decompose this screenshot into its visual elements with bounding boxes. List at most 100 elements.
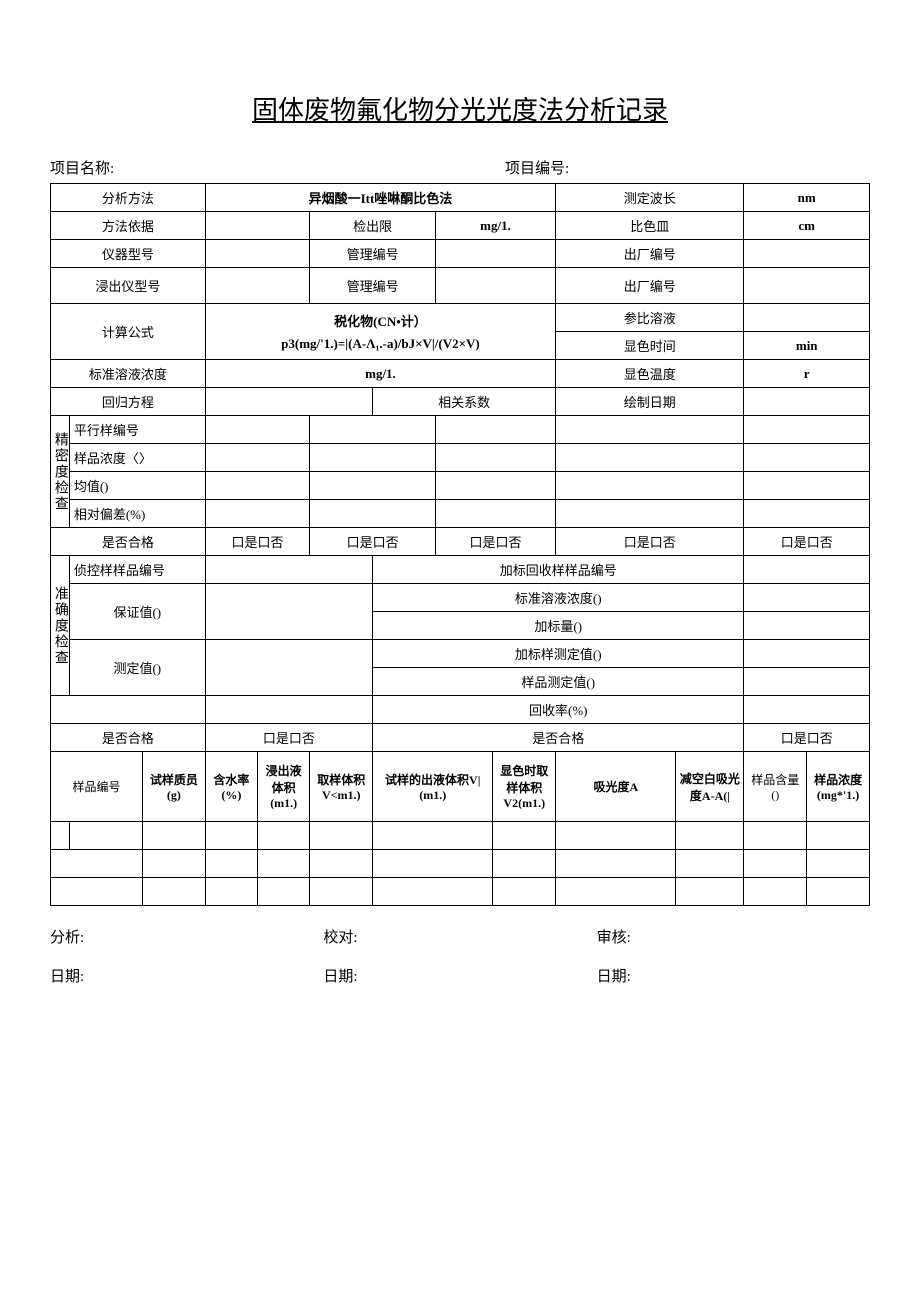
cell: [744, 850, 807, 878]
label-recovery: 回收率(%): [373, 696, 744, 724]
hdr-sample-no: 样品编号: [51, 752, 143, 822]
cell: [51, 850, 143, 878]
cell: [205, 268, 310, 304]
label-mean: 均值(): [69, 472, 205, 500]
cell: [205, 822, 257, 850]
cell: [744, 878, 807, 906]
cell: [373, 822, 493, 850]
page-title: 固体废物氟化物分光光度法分析记录: [50, 90, 870, 127]
label-wavelength: 测定波长: [556, 184, 744, 212]
cell: [493, 850, 556, 878]
footer-date3: 日期:: [597, 965, 870, 986]
main-table: 分析方法 异烟酸一Itt唑啉酮比色法 测定波长 nm 方法依据 检出限 mg/1…: [50, 183, 870, 906]
hdr-minus-blank: 减空白吸光度A-A(|: [676, 752, 744, 822]
hdr-sample-conc: 样品浓度(mg*'1.): [807, 752, 870, 822]
label-control-no: 侦控样样品编号: [69, 556, 205, 584]
cell: [676, 878, 744, 906]
label-parallel-no: 平行样编号: [69, 416, 205, 444]
cell: [435, 444, 555, 472]
cell: [744, 472, 870, 500]
cell: [205, 584, 372, 640]
hdr-absorbance: 吸光度A: [556, 752, 676, 822]
yesno-4: 口是口否: [556, 528, 744, 556]
label-instrument-model: 仪器型号: [51, 240, 206, 268]
cell: [310, 416, 436, 444]
cell: [744, 500, 870, 528]
label-pass: 是否合格: [51, 528, 206, 556]
cell: [205, 416, 310, 444]
cell: [205, 388, 372, 416]
cell: [258, 878, 310, 906]
cell: [435, 416, 555, 444]
cell: [676, 850, 744, 878]
cell: [143, 878, 206, 906]
cell: [807, 850, 870, 878]
cell: [310, 850, 373, 878]
project-no-label: 项目编号:: [415, 157, 870, 178]
yesno-5: 口是口否: [744, 528, 870, 556]
cell: [744, 268, 870, 304]
cell: [205, 444, 310, 472]
value-formula: 税化物(CN•计） p3(mg/'1.)=|(A-Λ₁.-a)/bJ×V|/(V…: [205, 304, 555, 360]
label-ref-solution: 参比溶液: [556, 304, 744, 332]
label-spike-no: 加标回收样样品编号: [373, 556, 744, 584]
cell: [744, 556, 870, 584]
table-row: [51, 822, 870, 850]
table-row: [51, 850, 870, 878]
hdr-sample-mass: 试样质员(g): [143, 752, 206, 822]
cell: [205, 878, 257, 906]
footer-review: 审核:: [597, 926, 870, 947]
cell: [373, 850, 493, 878]
footer-analysis: 分析:: [50, 926, 323, 947]
hdr-color-sample-vol: 显色时取样体积V2(m1.): [493, 752, 556, 822]
cell: [493, 878, 556, 906]
cell: [556, 878, 676, 906]
label-factory-no2: 出厂编号: [556, 268, 744, 304]
cell: [556, 850, 676, 878]
cell: [310, 472, 436, 500]
hdr-water-content: 含水率(%): [205, 752, 257, 822]
cell: [744, 444, 870, 472]
cell: [435, 500, 555, 528]
cell: [556, 444, 744, 472]
hdr-sampling-vol: 取样体积V<m1.): [310, 752, 373, 822]
cell: [556, 500, 744, 528]
unit-wavelength: nm: [744, 184, 870, 212]
label-factory-no: 出厂编号: [556, 240, 744, 268]
cell: [493, 822, 556, 850]
cell: [556, 822, 676, 850]
header-row: 项目名称: 项目编号:: [50, 157, 870, 178]
cell: [556, 416, 744, 444]
cell: [258, 850, 310, 878]
hdr-sample-content: 样品含量(): [744, 752, 807, 822]
label-color-temp: 显色温度: [556, 360, 744, 388]
section-accuracy: 准确度检查: [51, 556, 70, 696]
project-name-label: 项目名称:: [50, 157, 415, 178]
label-sample-conc: 样品浓度〈〉: [69, 444, 205, 472]
footer: 分析: 日期: 校对: 日期: 审核: 日期:: [50, 926, 870, 1004]
cell: [807, 822, 870, 850]
label-pass2: 是否合格: [51, 724, 206, 752]
yesno-2: 口是口否: [310, 528, 436, 556]
cell: [744, 304, 870, 332]
value-analysis-method: 异烟酸一Itt唑啉酮比色法: [205, 184, 555, 212]
cell: [373, 878, 493, 906]
label-mgmt-no2: 管理编号: [310, 268, 436, 304]
yesno-6: 口是口否: [205, 724, 372, 752]
cell: [556, 472, 744, 500]
label-regression: 回归方程: [51, 388, 206, 416]
footer-date1: 日期:: [50, 965, 323, 986]
yesno-7: 口是口否: [744, 724, 870, 752]
cell: [258, 822, 310, 850]
formula-line2: p3(mg/'1.)=|(A-Λ₁.-a)/bJ×V|/(V2×V): [209, 336, 552, 352]
cell: [744, 696, 870, 724]
unit-colorimetric: cm: [744, 212, 870, 240]
label-colorimetric: 比色皿: [556, 212, 744, 240]
cell: [744, 640, 870, 668]
hdr-test-out-vol: 试样的出液体积V|(m1.): [373, 752, 493, 822]
cell: [205, 696, 372, 724]
cell: [744, 822, 807, 850]
label-corr-coef: 相关系数: [373, 388, 556, 416]
cell: [205, 500, 310, 528]
cell: [310, 822, 373, 850]
